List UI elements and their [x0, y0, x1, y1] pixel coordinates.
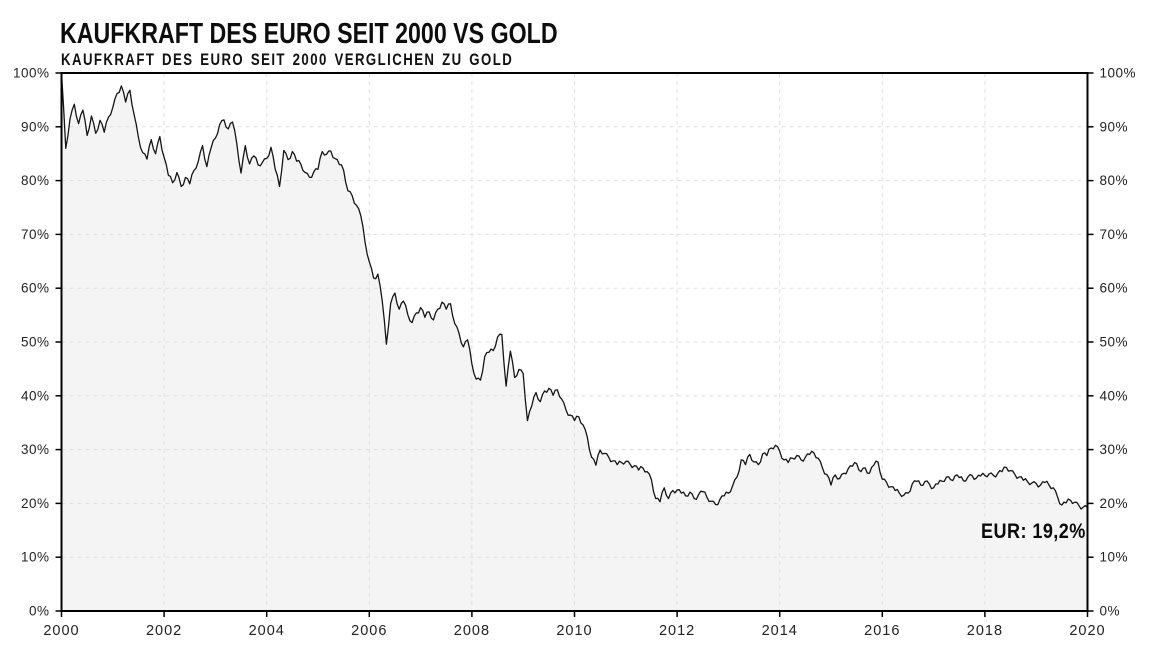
y-axis-label-right: 50%: [1100, 335, 1129, 350]
x-axis-label: 2014: [762, 623, 798, 639]
y-axis-label-right: 80%: [1100, 173, 1129, 188]
y-axis-label-right: 10%: [1100, 550, 1129, 565]
x-axis-label: 2020: [1069, 623, 1105, 639]
y-axis-label-left: 60%: [21, 281, 50, 296]
x-axis-label: 2008: [454, 623, 490, 639]
y-axis-label-right: 60%: [1100, 281, 1129, 296]
x-axis-label: 2006: [351, 623, 387, 639]
y-axis-label-left: 10%: [21, 550, 50, 565]
series-area-fill: [61, 73, 1088, 611]
y-axis-label-right: 0%: [1100, 604, 1121, 619]
x-axis-label: 2012: [659, 623, 695, 639]
y-axis-label-right: 90%: [1100, 119, 1129, 134]
x-axis-label: 2016: [864, 623, 900, 639]
x-axis-label: 2002: [146, 623, 182, 639]
current-value-label: EUR: 19,2%: [981, 520, 1086, 543]
y-axis-label-left: 40%: [21, 388, 50, 403]
x-axis-label: 2010: [556, 623, 592, 639]
y-axis-label-right: 20%: [1100, 496, 1129, 511]
y-axis-label-left: 80%: [21, 173, 50, 188]
y-axis-label-left: 90%: [21, 119, 50, 134]
y-axis-label-left: 30%: [21, 442, 50, 457]
y-axis-label-left: 50%: [21, 335, 50, 350]
y-axis-label-left: 70%: [21, 227, 50, 242]
x-axis-label: 2000: [43, 623, 79, 639]
y-axis-label-right: 70%: [1100, 227, 1129, 242]
y-axis-label-left: 100%: [13, 66, 50, 81]
x-axis-label: 2018: [967, 623, 1003, 639]
chart-title: KAUFKRAFT DES EURO SEIT 2000 VS GOLD: [60, 18, 558, 50]
y-axis-label-left: 20%: [21, 496, 50, 511]
series-line: [60, 72, 1089, 510]
x-axis-label: 2004: [249, 623, 285, 639]
y-axis-label-left: 0%: [29, 604, 50, 619]
y-axis-label-right: 40%: [1100, 388, 1129, 403]
y-axis-label-right: 30%: [1100, 442, 1129, 457]
chart-subtitle: KAUFKRAFT DES EURO SEIT 2000 VERGLICHEN …: [61, 51, 514, 69]
y-axis-label-right: 100%: [1100, 66, 1137, 81]
